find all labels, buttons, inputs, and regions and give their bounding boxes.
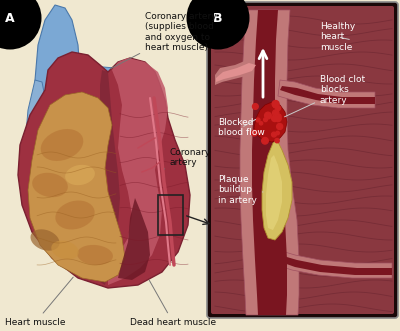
- Polygon shape: [252, 10, 287, 315]
- Circle shape: [265, 112, 271, 119]
- Ellipse shape: [51, 241, 79, 260]
- Circle shape: [277, 123, 283, 129]
- Circle shape: [277, 114, 281, 118]
- Polygon shape: [215, 60, 255, 85]
- Polygon shape: [240, 10, 299, 315]
- Polygon shape: [28, 92, 125, 282]
- Polygon shape: [35, 5, 80, 120]
- Ellipse shape: [65, 165, 95, 185]
- FancyBboxPatch shape: [211, 6, 394, 314]
- Text: Healthy
heart
muscle: Healthy heart muscle: [320, 22, 355, 52]
- Text: Coronary artery
(supplies blood
and oxygen to
heart muscle): Coronary artery (supplies blood and oxyg…: [110, 12, 217, 69]
- Circle shape: [252, 104, 258, 109]
- Ellipse shape: [41, 129, 83, 161]
- Polygon shape: [108, 58, 168, 285]
- Ellipse shape: [77, 245, 113, 265]
- Circle shape: [276, 106, 280, 111]
- Text: Plaque
buildup
in artery: Plaque buildup in artery: [218, 175, 263, 205]
- Circle shape: [260, 122, 263, 125]
- Text: Coronary
artery: Coronary artery: [164, 148, 211, 169]
- Polygon shape: [266, 155, 282, 230]
- Polygon shape: [278, 80, 375, 108]
- Polygon shape: [118, 198, 150, 280]
- Polygon shape: [25, 80, 50, 180]
- Text: A: A: [5, 12, 15, 24]
- Polygon shape: [100, 70, 120, 285]
- Text: Blocked
blood flow: Blocked blood flow: [218, 118, 265, 137]
- Polygon shape: [262, 140, 292, 240]
- Circle shape: [275, 138, 279, 143]
- FancyBboxPatch shape: [207, 2, 398, 318]
- Text: Dead heart muscle: Dead heart muscle: [130, 280, 216, 327]
- Polygon shape: [276, 250, 392, 278]
- Circle shape: [262, 137, 268, 144]
- Ellipse shape: [32, 173, 68, 197]
- Circle shape: [275, 115, 281, 122]
- Text: Heart muscle: Heart muscle: [5, 277, 73, 327]
- Polygon shape: [280, 86, 375, 104]
- Circle shape: [272, 101, 279, 107]
- Circle shape: [264, 118, 267, 121]
- Polygon shape: [216, 63, 256, 82]
- Circle shape: [272, 110, 279, 116]
- Polygon shape: [62, 60, 155, 98]
- Polygon shape: [254, 102, 287, 142]
- Circle shape: [273, 104, 277, 108]
- Circle shape: [256, 118, 260, 122]
- Ellipse shape: [55, 201, 95, 229]
- Text: B: B: [213, 12, 223, 24]
- Circle shape: [272, 132, 276, 137]
- Polygon shape: [278, 255, 392, 275]
- Circle shape: [251, 130, 257, 136]
- Circle shape: [276, 131, 279, 135]
- Circle shape: [272, 115, 278, 121]
- Ellipse shape: [30, 229, 60, 251]
- Bar: [158, 195, 183, 235]
- Polygon shape: [18, 52, 190, 288]
- Text: Blood clot
blocks
artery: Blood clot blocks artery: [284, 75, 365, 117]
